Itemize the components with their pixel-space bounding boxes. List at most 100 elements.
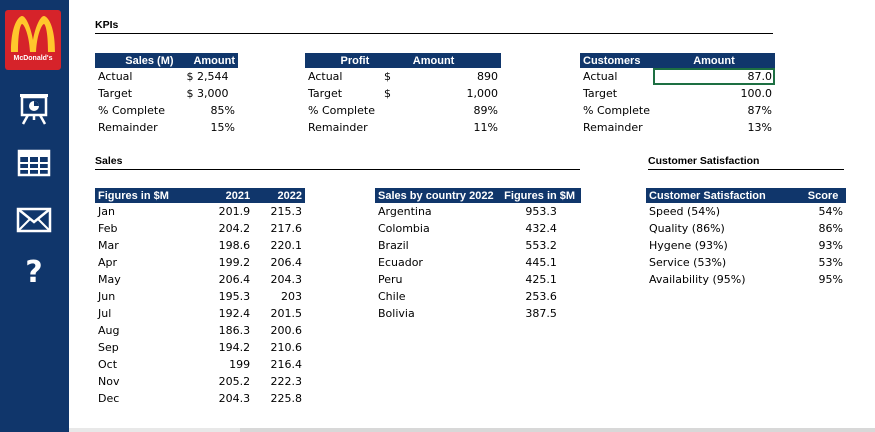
kpi-label[interactable]: Actual xyxy=(308,70,343,83)
kpi-value[interactable]: $ 3,000 xyxy=(186,87,229,100)
value-cell[interactable]: 204.2 xyxy=(218,222,251,235)
value-cell[interactable]: 201.9 xyxy=(218,205,251,218)
row-label-cell[interactable]: Mar xyxy=(98,239,119,252)
row-label-cell[interactable]: Aug xyxy=(98,324,120,337)
value-cell[interactable]: 199.2 xyxy=(218,256,251,269)
mail-icon[interactable] xyxy=(12,202,56,238)
selected-cell[interactable]: 87.0 xyxy=(652,68,775,85)
value-cell[interactable]: 953.3 xyxy=(525,205,557,218)
value-cell[interactable]: 432.4 xyxy=(525,222,557,235)
value-cell[interactable]: 198.6 xyxy=(218,239,251,252)
value-cell[interactable]: 203 xyxy=(281,290,302,303)
value-cell[interactable]: 210.6 xyxy=(270,341,303,354)
row-label-cell[interactable]: Bolivia xyxy=(378,307,415,320)
table-row: May 206.4 204.3 xyxy=(95,271,305,288)
row-label-cell[interactable]: Feb xyxy=(98,222,118,235)
kpi-label[interactable]: Actual xyxy=(98,70,133,83)
value-cell[interactable]: 195.3 xyxy=(218,290,251,303)
row-label-cell[interactable]: Sep xyxy=(98,341,119,354)
kpi-value[interactable]: 15% xyxy=(210,121,235,134)
value-cell[interactable]: 225.8 xyxy=(270,392,303,405)
value-cell[interactable]: 387.5 xyxy=(525,307,557,320)
row-label-cell[interactable]: Colombia xyxy=(378,222,430,235)
row-label-cell[interactable]: Brazil xyxy=(378,239,409,252)
figures-header: Figures in $M xyxy=(95,188,202,203)
value-cell[interactable]: 200.6 xyxy=(270,324,303,337)
value-cell[interactable]: 220.1 xyxy=(270,239,303,252)
table-row: Sep 194.2 210.6 xyxy=(95,339,305,356)
value-cell[interactable]: 204.3 xyxy=(218,392,251,405)
kpi-value[interactable]: 89% xyxy=(473,104,498,117)
table-row: Ecuador 445.1 xyxy=(375,254,581,271)
value-cell[interactable]: 199 xyxy=(229,358,251,371)
kpi-label[interactable]: Remainder xyxy=(98,121,158,134)
kpi-value[interactable]: 13% xyxy=(747,121,772,134)
value-cell[interactable]: 194.2 xyxy=(218,341,251,354)
value-cell[interactable]: 54% xyxy=(818,205,843,218)
table-row: Apr 199.2 206.4 xyxy=(95,254,305,271)
kpi-value[interactable]: 890 xyxy=(477,70,498,83)
kpi-value[interactable]: 1,000 xyxy=(466,87,499,100)
row-label-cell[interactable]: Oct xyxy=(98,358,118,371)
kpi-label[interactable]: Target xyxy=(583,87,618,100)
table-row: Nov 205.2 222.3 xyxy=(95,373,305,390)
mcdonalds-logo[interactable]: McDonald's xyxy=(5,10,61,70)
kpi-value[interactable]: 11% xyxy=(473,121,498,134)
row-label-cell[interactable]: Chile xyxy=(378,290,406,303)
row-label-cell[interactable]: Speed (54%) xyxy=(649,205,721,218)
value-cell[interactable]: 425.1 xyxy=(525,273,557,286)
kpi-label[interactable]: Target xyxy=(308,87,343,100)
kpi-value[interactable]: 100.0 xyxy=(740,87,773,100)
value-cell[interactable]: 205.2 xyxy=(218,375,251,388)
kpi-label[interactable]: Remainder xyxy=(308,121,368,134)
row-label-cell[interactable]: Ecuador xyxy=(378,256,423,269)
value-cell[interactable]: 186.3 xyxy=(218,324,251,337)
row-label-cell[interactable]: Argentina xyxy=(378,205,432,218)
kpi-label[interactable]: % Complete xyxy=(583,104,650,117)
value-cell[interactable]: 253.6 xyxy=(525,290,557,303)
satisfaction-title: Customer Satisfaction xyxy=(648,155,844,170)
kpi-label[interactable]: % Complete xyxy=(308,104,375,117)
value-cell[interactable]: 206.4 xyxy=(270,256,303,269)
value-cell[interactable]: 445.1 xyxy=(525,256,557,269)
value-cell[interactable]: 553.2 xyxy=(525,239,557,252)
row-label-cell[interactable]: Jan xyxy=(98,205,115,218)
kpi-label[interactable]: Remainder xyxy=(583,121,643,134)
value-cell[interactable]: 222.3 xyxy=(270,375,303,388)
table-row: Brazil 553.2 xyxy=(375,237,581,254)
row-label-cell[interactable]: Peru xyxy=(378,273,403,286)
value-cell[interactable]: 201.5 xyxy=(270,307,303,320)
value-cell[interactable]: 93% xyxy=(818,239,843,252)
row-label-cell[interactable]: Availability (95%) xyxy=(649,273,746,286)
row-label-cell[interactable]: Quality (86%) xyxy=(649,222,725,235)
kpi-value[interactable]: 85% xyxy=(210,104,235,117)
kpi-label[interactable]: % Complete xyxy=(98,104,165,117)
satisfaction-body: Speed (54%) 54% Quality (86%) 86% Hygene (93… xyxy=(646,203,846,288)
value-cell[interactable]: 216.4 xyxy=(270,358,303,371)
horizontal-scrollbar[interactable] xyxy=(240,428,875,432)
row-label-cell[interactable]: Nov xyxy=(98,375,120,388)
presentation-icon[interactable] xyxy=(12,90,56,126)
row-label-cell[interactable]: Dec xyxy=(98,392,120,405)
row-label-cell[interactable]: May xyxy=(98,273,121,286)
amount-header: Amount xyxy=(176,53,238,68)
kpi-label[interactable]: Target xyxy=(98,87,133,100)
help-icon[interactable]: ? xyxy=(25,255,43,290)
table-icon[interactable] xyxy=(12,145,56,181)
value-cell[interactable]: 215.3 xyxy=(270,205,303,218)
row-label-cell[interactable]: Jun xyxy=(98,290,116,303)
kpi-value[interactable]: 87% xyxy=(747,104,772,117)
value-cell[interactable]: 206.4 xyxy=(218,273,251,286)
value-cell[interactable]: 53% xyxy=(818,256,843,269)
row-label-cell[interactable]: Apr xyxy=(98,256,118,269)
row-label-cell[interactable]: Hygene (93%) xyxy=(649,239,728,252)
value-cell[interactable]: 95% xyxy=(818,273,843,286)
kpi-value[interactable]: $ 2,544 xyxy=(186,70,229,83)
kpi-label[interactable]: Actual xyxy=(583,70,618,83)
value-cell[interactable]: 217.6 xyxy=(270,222,303,235)
row-label-cell[interactable]: Service (53%) xyxy=(649,256,727,269)
value-cell[interactable]: 192.4 xyxy=(218,307,251,320)
row-label-cell[interactable]: Jul xyxy=(98,307,112,320)
value-cell[interactable]: 204.3 xyxy=(270,273,303,286)
value-cell[interactable]: 86% xyxy=(818,222,843,235)
